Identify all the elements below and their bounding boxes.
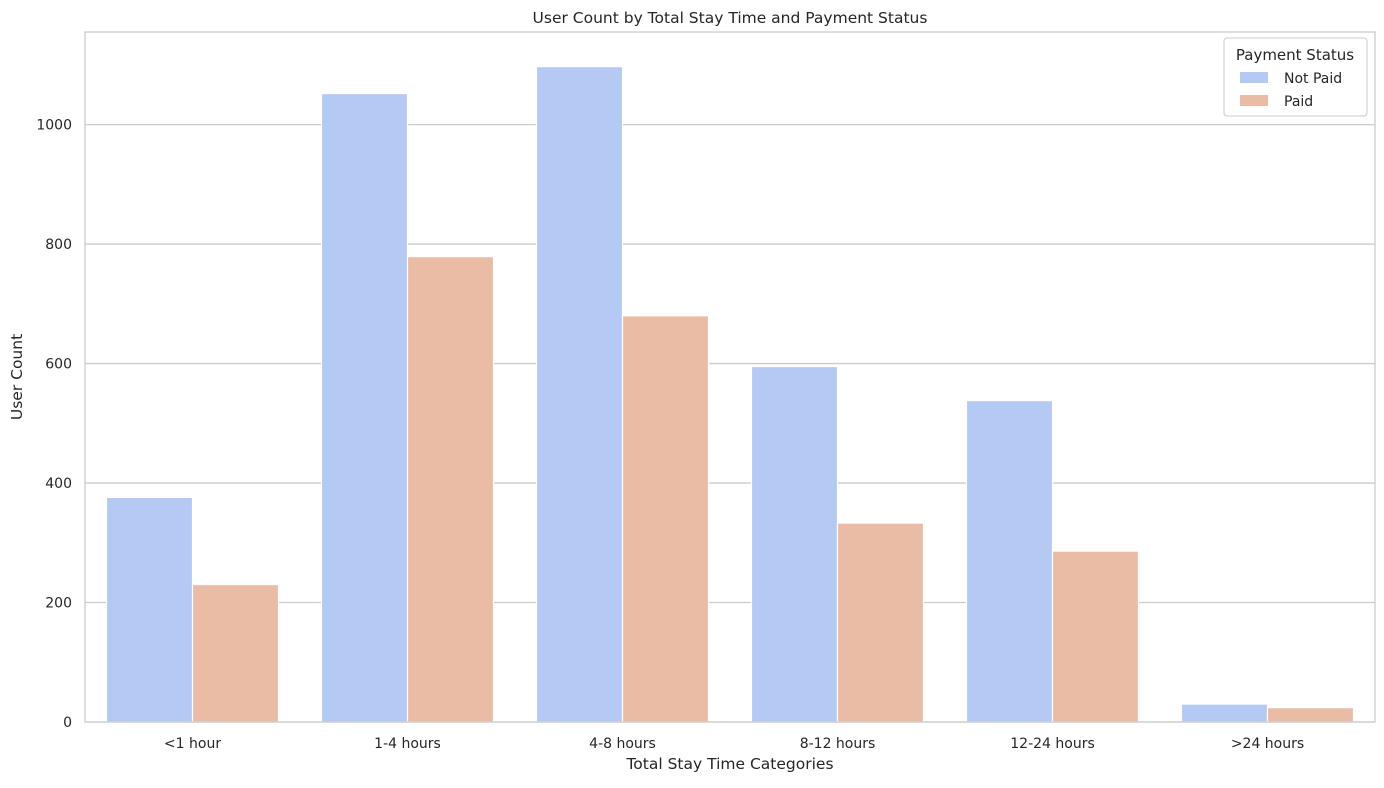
legend-label-not-paid: Not Paid (1284, 71, 1342, 87)
bar-paid-4 (1051, 550, 1140, 723)
y-tick-label: 800 (45, 237, 72, 253)
x-axis-label: Total Stay Time Categories (625, 755, 833, 773)
bar-paid-1 (406, 256, 495, 723)
bars (105, 66, 1355, 723)
x-tick-label: <1 hour (164, 736, 221, 752)
legend-title: Payment Status (1236, 46, 1354, 64)
legend: Payment Status Not Paid Paid (1223, 37, 1368, 117)
bar-paid-3 (836, 522, 925, 723)
legend-swatch-not-paid (1240, 72, 1268, 83)
bar-not-paid-4 (965, 399, 1054, 723)
legend-label-paid: Paid (1284, 94, 1313, 110)
y-tick-label: 600 (45, 357, 72, 373)
x-tick-label: 4-8 hours (589, 736, 656, 752)
y-tick-label: 1000 (36, 118, 72, 134)
plot-frame (84, 31, 1376, 723)
x-tick-label: >24 hours (1231, 736, 1304, 752)
y-tick-label: 0 (63, 715, 72, 731)
bar-not-paid-2 (535, 66, 624, 723)
bar-not-paid-0 (105, 496, 194, 723)
x-tick-label: 8-12 hours (800, 736, 876, 752)
bar-not-paid-5 (1180, 703, 1269, 723)
bar-paid-2 (621, 315, 710, 723)
y-tick-label: 200 (45, 596, 72, 612)
bar-not-paid-1 (320, 92, 409, 723)
x-tick-label: 1-4 hours (374, 736, 441, 752)
x-axis-ticks: <1 hour 1-4 hours 4-8 hours 8-12 hours 12-24… (164, 736, 1304, 752)
bar-paid-0 (191, 583, 280, 723)
bar-not-paid-3 (750, 365, 839, 723)
y-tick-label: 400 (45, 476, 72, 492)
bar-paid-5 (1266, 707, 1355, 723)
x-tick-label: 12-24 hours (1010, 736, 1095, 752)
legend-swatch-paid (1240, 95, 1268, 106)
y-axis-ticks: 0 200 400 600 800 1000 (36, 118, 72, 731)
y-axis-label: User Count (8, 334, 26, 420)
chart-title: User Count by Total Stay Time and Paymen… (533, 9, 928, 27)
